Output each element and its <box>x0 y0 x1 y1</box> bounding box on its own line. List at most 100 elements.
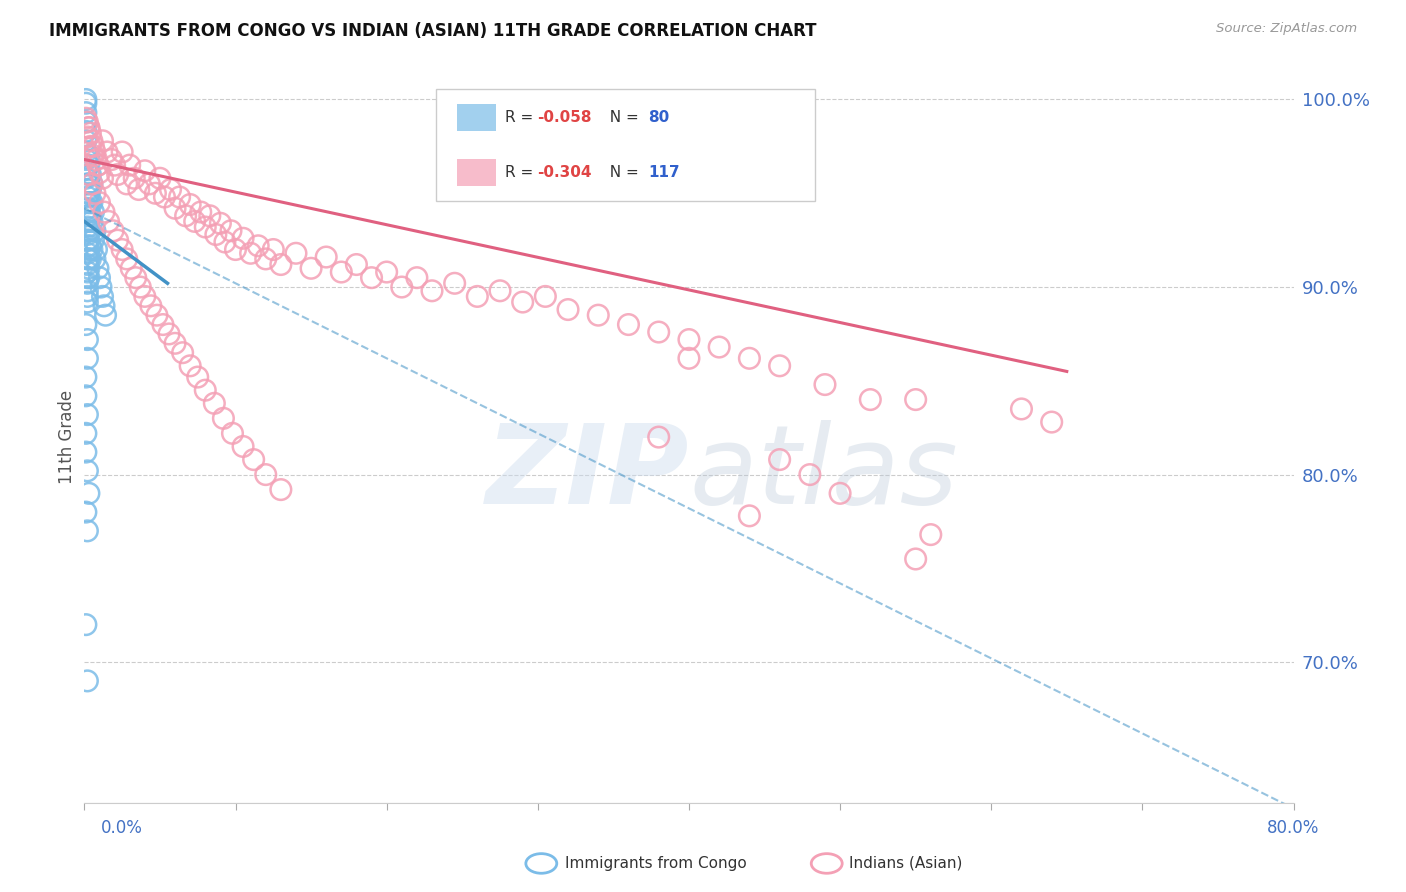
Point <box>174 209 197 223</box>
Point <box>76 464 98 478</box>
Point <box>94 308 117 322</box>
Point <box>198 209 221 223</box>
Point <box>648 430 671 444</box>
Point <box>84 145 107 159</box>
Point <box>107 168 129 182</box>
Point <box>90 280 112 294</box>
Point <box>79 209 101 223</box>
Text: Immigrants from Congo: Immigrants from Congo <box>565 856 747 871</box>
Point <box>76 214 98 228</box>
Text: 0.0%: 0.0% <box>101 819 143 837</box>
Point <box>330 265 353 279</box>
Point <box>214 235 236 249</box>
Point <box>420 284 443 298</box>
Point <box>194 220 217 235</box>
Point <box>76 239 98 253</box>
Point <box>77 120 100 135</box>
Point <box>254 467 277 482</box>
Point <box>118 158 141 172</box>
Point <box>76 209 98 223</box>
Point <box>82 149 104 163</box>
Point <box>534 289 557 303</box>
Point <box>76 673 98 688</box>
Point <box>75 115 97 129</box>
Text: 80: 80 <box>648 111 669 125</box>
Point <box>76 233 98 247</box>
Point <box>77 177 100 191</box>
Point <box>76 284 98 298</box>
Point <box>76 289 98 303</box>
Point <box>91 171 114 186</box>
Point <box>242 452 264 467</box>
Point <box>219 224 242 238</box>
Point <box>75 426 97 441</box>
Point <box>76 246 98 260</box>
Point <box>76 182 98 196</box>
Point <box>194 383 217 397</box>
Point <box>202 396 225 410</box>
Point <box>152 318 174 332</box>
Text: R =: R = <box>505 111 538 125</box>
Point <box>75 105 97 120</box>
Point <box>76 277 98 291</box>
Point <box>91 289 114 303</box>
Point <box>738 351 761 366</box>
Point <box>1011 401 1033 416</box>
Point <box>262 243 284 257</box>
Point <box>125 270 148 285</box>
Text: 117: 117 <box>648 165 679 179</box>
Point <box>76 351 98 366</box>
Point <box>270 483 292 497</box>
Text: ZIP: ZIP <box>485 420 689 527</box>
Point <box>179 197 201 211</box>
Point <box>617 318 640 332</box>
Point <box>77 158 100 172</box>
Text: -0.304: -0.304 <box>537 165 592 179</box>
Point <box>80 243 103 257</box>
Point <box>77 214 100 228</box>
Point <box>169 190 191 204</box>
Point <box>115 177 138 191</box>
Point <box>77 186 100 201</box>
Y-axis label: 11th Grade: 11th Grade <box>58 390 76 484</box>
Point <box>77 195 100 210</box>
Point <box>89 270 111 285</box>
Point <box>77 120 100 135</box>
Point <box>80 195 103 210</box>
Point <box>76 265 98 279</box>
Point <box>77 224 100 238</box>
Point <box>904 392 927 407</box>
Point <box>76 115 98 129</box>
Text: N =: N = <box>600 165 644 179</box>
Point <box>239 246 262 260</box>
Point <box>77 168 100 182</box>
Point <box>122 171 145 186</box>
Point <box>75 617 97 632</box>
Point <box>557 302 579 317</box>
Point <box>82 139 104 153</box>
Point <box>107 233 129 247</box>
Point <box>232 231 254 245</box>
Point <box>443 277 465 291</box>
Point <box>315 250 337 264</box>
Point <box>75 161 97 176</box>
Point <box>101 224 124 238</box>
Point <box>814 377 837 392</box>
Point <box>232 440 254 454</box>
Point <box>769 359 792 373</box>
Point <box>205 227 228 242</box>
Point <box>104 158 127 172</box>
Point <box>157 326 180 341</box>
Point <box>82 233 104 247</box>
Point <box>77 270 100 285</box>
Point <box>79 252 101 266</box>
Point <box>77 168 100 182</box>
Point <box>75 124 97 138</box>
Point <box>77 205 100 219</box>
Point <box>75 505 97 519</box>
Point <box>1040 415 1063 429</box>
Point <box>77 252 100 266</box>
Point <box>129 280 152 294</box>
Point <box>76 408 98 422</box>
Point <box>769 452 792 467</box>
